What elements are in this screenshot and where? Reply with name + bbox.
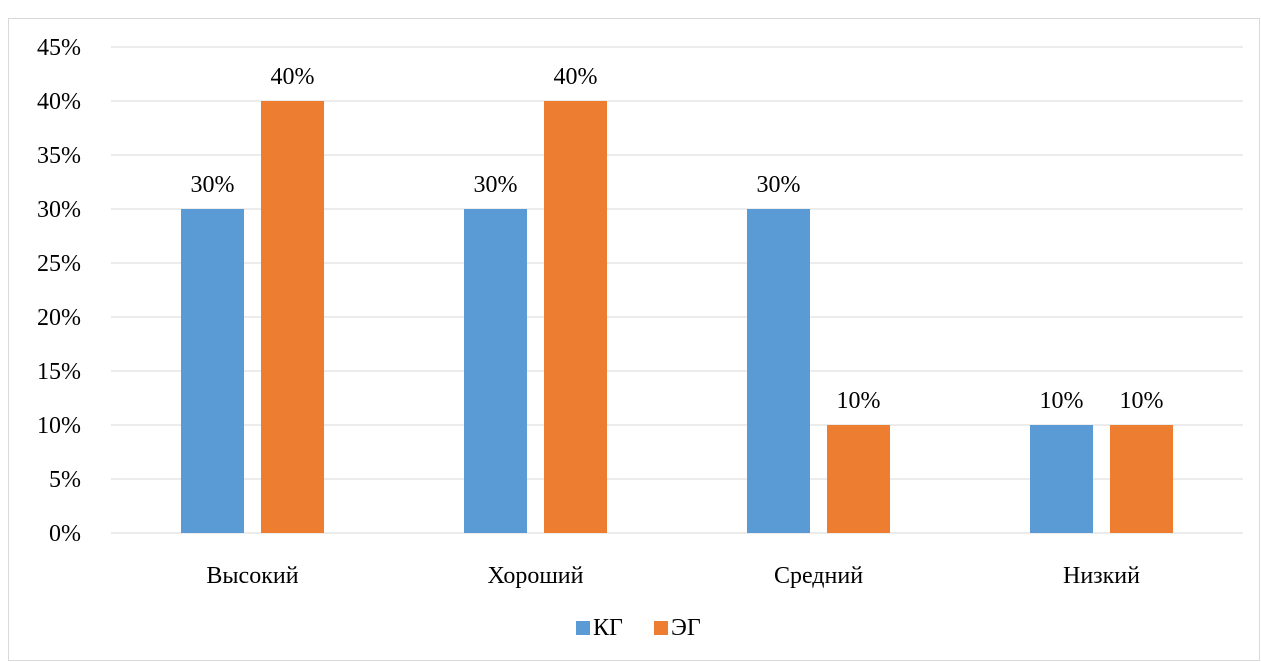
y-tick-label: 45% <box>37 35 81 61</box>
y-axis: 0% 5% 10% 15% 20% 25% 30% 35% 40% 45% <box>37 35 81 547</box>
x-axis: Высокий Хороший Средний Низкий <box>206 563 1140 589</box>
x-tick-label: Средний <box>774 563 863 589</box>
data-label: 30% <box>474 172 518 198</box>
legend-swatch <box>576 621 590 635</box>
data-label: 10% <box>1040 388 1084 414</box>
bar <box>181 209 244 533</box>
legend: КГ ЭГ <box>576 615 701 641</box>
legend-label: ЭГ <box>671 615 701 641</box>
bar <box>827 425 890 533</box>
y-tick-label: 20% <box>37 305 81 331</box>
y-tick-label: 35% <box>37 143 81 169</box>
data-label: 10% <box>837 388 881 414</box>
data-label: 40% <box>554 64 598 90</box>
bar <box>544 101 607 533</box>
data-label: 30% <box>191 172 235 198</box>
data-label: 30% <box>757 172 801 198</box>
y-tick-label: 5% <box>49 467 81 493</box>
x-tick-label: Низкий <box>1063 563 1140 589</box>
y-tick-label: 40% <box>37 89 81 115</box>
bar <box>261 101 324 533</box>
x-tick-label: Хороший <box>488 563 584 589</box>
bar <box>1030 425 1093 533</box>
data-label: 40% <box>271 64 315 90</box>
y-tick-label: 30% <box>37 197 81 223</box>
data-label: 10% <box>1120 388 1164 414</box>
bars <box>181 101 1173 533</box>
y-tick-label: 10% <box>37 413 81 439</box>
legend-swatch <box>654 621 668 635</box>
y-tick-label: 0% <box>49 521 81 547</box>
x-tick-label: Высокий <box>206 563 298 589</box>
bar <box>464 209 527 533</box>
y-tick-label: 25% <box>37 251 81 277</box>
data-labels: 30% 40% 30% 40% 30% 10% 10% 10% <box>191 64 1164 414</box>
y-tick-label: 15% <box>37 359 81 385</box>
bar <box>1110 425 1173 533</box>
bar <box>747 209 810 533</box>
legend-label: КГ <box>593 615 623 641</box>
